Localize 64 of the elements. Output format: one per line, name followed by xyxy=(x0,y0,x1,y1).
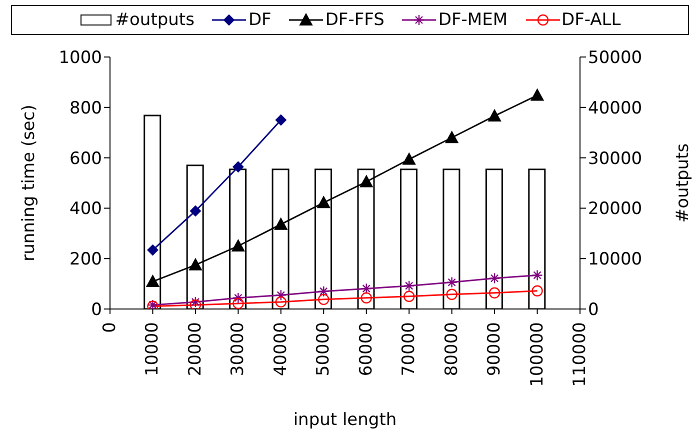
point xyxy=(360,282,372,294)
x-tick-label: 10000 xyxy=(142,322,163,376)
y2-tick-label: 30000 xyxy=(588,148,642,169)
point xyxy=(360,175,373,188)
y2-tick-label: 50000 xyxy=(588,48,642,68)
y-tick-label: 200 xyxy=(70,250,102,270)
point xyxy=(232,240,245,252)
point xyxy=(190,299,202,309)
point xyxy=(532,285,543,296)
legend-label: DF-FFS xyxy=(325,10,384,30)
point xyxy=(318,294,330,306)
point xyxy=(488,287,500,298)
point xyxy=(446,288,458,300)
legend-label: DF-MEM xyxy=(438,10,508,30)
x-tick-label: 80000 xyxy=(442,322,462,376)
point xyxy=(488,272,500,284)
point xyxy=(403,290,415,302)
point xyxy=(275,114,286,126)
point xyxy=(402,152,416,165)
y-tick-label: 400 xyxy=(70,199,102,220)
y2-tick-label: 40000 xyxy=(588,98,642,118)
point xyxy=(488,109,502,122)
x-tick-label: 20000 xyxy=(185,322,206,376)
point xyxy=(403,280,415,292)
y-tick-label: 0 xyxy=(91,300,102,320)
x-axis-title: input length xyxy=(293,410,397,430)
y-tick-label: 1000 xyxy=(58,48,102,68)
point xyxy=(445,131,458,144)
y-tick-label: 600 xyxy=(70,148,102,169)
point xyxy=(318,286,330,297)
point xyxy=(232,298,244,309)
x-tick-label: 90000 xyxy=(484,322,505,376)
point xyxy=(147,244,158,256)
point xyxy=(190,205,201,216)
point xyxy=(190,296,202,308)
point xyxy=(446,276,458,288)
point xyxy=(532,270,543,281)
x-tick-label: 100000 xyxy=(527,322,548,387)
x-tick-label: 50000 xyxy=(314,322,334,376)
point xyxy=(274,218,288,230)
point xyxy=(530,88,544,101)
point xyxy=(275,290,287,301)
point xyxy=(232,292,244,304)
point xyxy=(146,275,160,288)
point xyxy=(275,296,287,308)
point xyxy=(360,292,372,304)
point xyxy=(317,196,330,208)
y2-tick-label: 0 xyxy=(588,300,599,320)
x-tick-label: 30000 xyxy=(228,322,248,376)
y2-tick-label: 10000 xyxy=(588,250,642,270)
x-tick-label: 0 xyxy=(100,322,120,333)
x-tick-label: 60000 xyxy=(356,322,376,376)
x-tick-label: 40000 xyxy=(270,322,291,376)
x-tick-label: 70000 xyxy=(399,322,420,376)
point xyxy=(188,258,202,270)
y2-tick-label: 20000 xyxy=(588,199,642,220)
y2-axis-title: #outputs xyxy=(673,143,694,223)
legend-label: DF-ALL xyxy=(562,10,621,30)
point xyxy=(232,161,244,172)
y-tick-label: 800 xyxy=(70,98,102,118)
legend-label: DF xyxy=(248,10,272,30)
legend-label: #outputs xyxy=(115,10,194,30)
x-tick-label: 110000 xyxy=(570,322,590,387)
y-axis-title: running time (sec) xyxy=(19,104,40,262)
